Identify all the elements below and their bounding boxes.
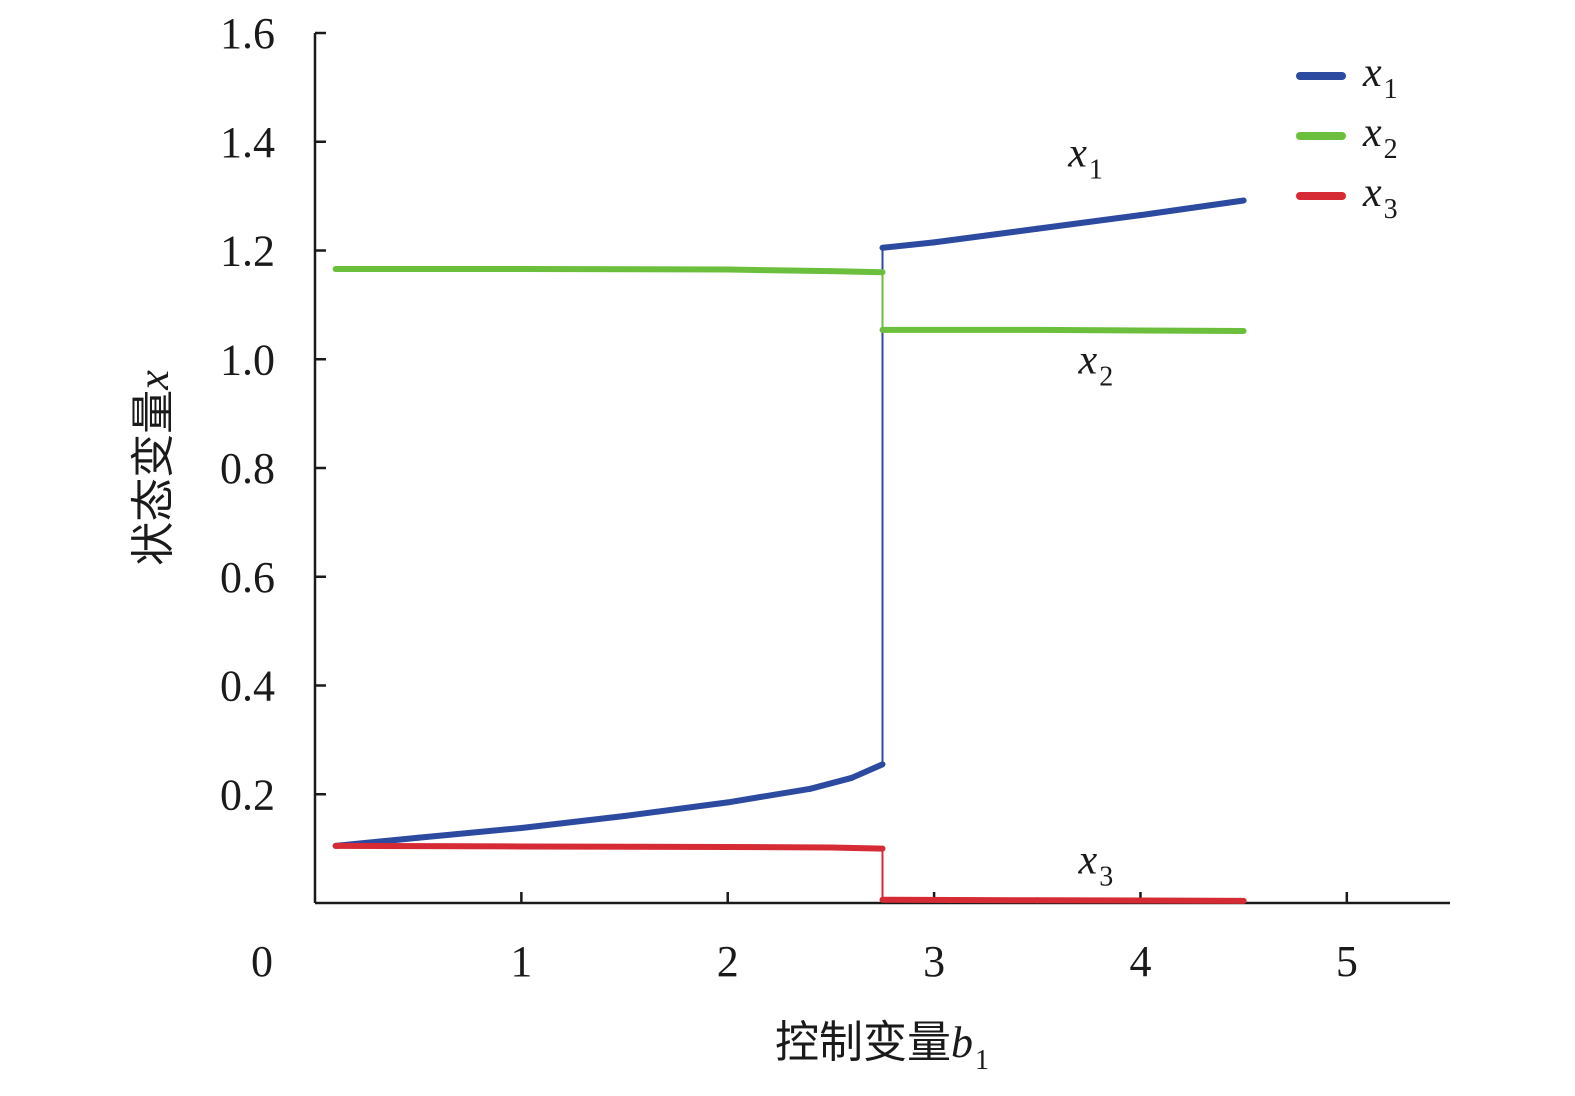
x-tick-label: 2 (717, 937, 739, 986)
axes: 0.2 0.4 0.6 0.8 1.0 1.2 1.4 1.6 0 1 2 3 4 5 控制变量b1 状态变量… (128, 9, 1450, 1076)
series-x3-segment (724, 843, 834, 851)
series-x3-segment (879, 896, 1041, 904)
series-x1-segment (621, 799, 731, 819)
x-tick-label: 5 (1336, 937, 1358, 986)
x-tick-label: 4 (1129, 937, 1151, 986)
series-x1-segment (1034, 212, 1144, 232)
x-tick-label: 1 (510, 937, 532, 986)
legend-label-x1: x1 (1362, 50, 1398, 105)
x-axis-title: 控制变量b1 (775, 1017, 989, 1076)
series-x1-segment (1137, 197, 1247, 219)
series-x2-segment (1034, 326, 1247, 334)
series-x3-segment (518, 843, 731, 850)
series-layer (332, 197, 1247, 904)
annotation-x3: x3 (1078, 838, 1114, 893)
x-tick-label: 0 (251, 937, 273, 986)
y-tick-label: 0.8 (220, 444, 275, 493)
series-x1-segment (931, 225, 1041, 246)
y-tick-label: 0.2 (220, 770, 275, 819)
y-tick-label: 1.6 (220, 9, 275, 58)
series-x2 (332, 265, 1247, 334)
legend-label-x3: x3 (1362, 170, 1398, 225)
series-x1-segment (879, 239, 938, 251)
series-x1-segment (518, 813, 628, 831)
annotation-x2: x2 (1078, 337, 1114, 392)
y-tick-label: 0.4 (220, 662, 275, 711)
series-x1-segment (807, 774, 855, 792)
y-tick-label: 1.4 (220, 118, 275, 167)
annotation-x1: x1 (1067, 131, 1103, 186)
x-tick-label: 3 (923, 937, 945, 986)
series-x3-segment (827, 844, 886, 852)
series-x2-segment (827, 268, 886, 276)
series-x3-segment (332, 842, 525, 850)
y-axis-title: 状态变量x (128, 370, 179, 566)
series-x1-segment (848, 761, 886, 781)
y-tick-label: 0.6 (220, 553, 275, 602)
series-x1-segment (415, 824, 525, 841)
legend-label-x2: x2 (1362, 110, 1398, 165)
series-x2-segment (724, 266, 834, 275)
series-x1-segment (724, 785, 814, 806)
series-x3 (332, 842, 1247, 904)
annotations: x1 x2 x3 (1067, 131, 1113, 893)
series-x1 (332, 197, 1247, 849)
series-x2-segment (518, 265, 731, 273)
series-x3-segment (1034, 897, 1247, 904)
y-tick-label: 1.0 (220, 335, 275, 384)
y-tick-label: 1.2 (220, 227, 275, 276)
